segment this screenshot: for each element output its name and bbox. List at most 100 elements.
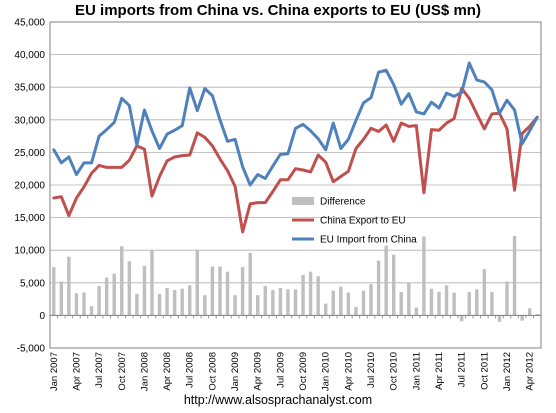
difference-bar bbox=[422, 236, 426, 316]
difference-bar bbox=[233, 295, 237, 316]
difference-bar bbox=[256, 295, 260, 316]
difference-bar bbox=[384, 245, 388, 316]
difference-bar bbox=[399, 291, 403, 316]
x-tick-label: Apr 2011 bbox=[434, 352, 445, 390]
difference-bar bbox=[195, 250, 199, 316]
legend: Difference China Export to EU EU Import fr… bbox=[292, 197, 417, 246]
difference-bar bbox=[482, 269, 487, 316]
difference-bar bbox=[188, 285, 192, 316]
y-tick-label: 40,000 bbox=[14, 50, 45, 61]
x-tick-label: Jul 2007 bbox=[94, 352, 105, 388]
y-tick-label: 10,000 bbox=[14, 246, 45, 257]
axes: -5,000 0 5,000 10,000 15,000 20,000 25,000 30,0… bbox=[14, 18, 542, 391]
difference-bar bbox=[490, 291, 494, 316]
x-tick-label: Oct 2010 bbox=[389, 352, 400, 391]
y-tick-label: -5,000 bbox=[17, 344, 46, 355]
difference-bar bbox=[444, 285, 449, 316]
difference-bar bbox=[286, 289, 290, 316]
difference-bars bbox=[52, 235, 539, 322]
difference-bar bbox=[346, 292, 351, 316]
difference-bar bbox=[203, 295, 207, 316]
legend-label: EU Import from China bbox=[320, 235, 417, 246]
difference-bar bbox=[142, 265, 147, 316]
difference-bar bbox=[392, 254, 396, 316]
difference-bar bbox=[414, 307, 419, 316]
legend-label: Difference bbox=[320, 197, 366, 208]
source-url: http://www.alsosprachanalyst.com bbox=[183, 393, 373, 407]
plot-area-border bbox=[49, 21, 542, 349]
difference-bar bbox=[157, 293, 162, 316]
x-tick-label: Apr 2009 bbox=[253, 352, 264, 391]
difference-bar bbox=[210, 266, 215, 316]
difference-bar bbox=[520, 315, 524, 321]
difference-bar bbox=[361, 290, 366, 316]
x-tick-label: Jan 2012 bbox=[502, 352, 513, 391]
difference-bar bbox=[437, 291, 441, 316]
x-tick-label: Jul 2009 bbox=[275, 352, 286, 388]
difference-bar bbox=[67, 256, 71, 316]
x-tick-label: Apr 2010 bbox=[343, 352, 354, 391]
difference-bar bbox=[52, 267, 56, 316]
difference-bar bbox=[104, 277, 109, 316]
y-tick-label: 30,000 bbox=[14, 115, 45, 126]
difference-bar bbox=[263, 286, 267, 316]
difference-bar bbox=[324, 303, 328, 316]
difference-bar bbox=[240, 267, 245, 316]
difference-bar bbox=[475, 289, 479, 316]
difference-bar bbox=[369, 284, 373, 316]
difference-bar bbox=[505, 281, 509, 316]
difference-bar bbox=[127, 261, 132, 316]
difference-bar bbox=[248, 252, 252, 316]
x-tick-label: Apr 2008 bbox=[162, 352, 173, 391]
difference-bar bbox=[150, 250, 154, 316]
difference-bar bbox=[82, 292, 86, 316]
difference-bar bbox=[407, 282, 411, 316]
difference-bar bbox=[535, 314, 539, 316]
difference-bar bbox=[301, 274, 305, 316]
difference-bar bbox=[497, 315, 502, 322]
difference-bar bbox=[120, 246, 124, 316]
difference-bar bbox=[135, 293, 139, 316]
difference-bar bbox=[331, 290, 335, 316]
y-tick-label: 5,000 bbox=[20, 278, 45, 289]
x-tick-label: Apr 2007 bbox=[71, 352, 82, 391]
x-tick-label: Jul 2011 bbox=[457, 352, 468, 387]
china-export-to-eu-line bbox=[52, 87, 539, 234]
difference-bar bbox=[172, 289, 177, 316]
x-tick-label: Jul 2010 bbox=[366, 352, 377, 388]
y-tick-label: 25,000 bbox=[14, 148, 45, 159]
difference-bar bbox=[459, 315, 464, 322]
y-tick-label: 35,000 bbox=[14, 83, 45, 94]
difference-bar bbox=[112, 273, 116, 316]
legend-swatch bbox=[292, 197, 314, 205]
difference-bar bbox=[180, 288, 184, 316]
difference-bar bbox=[467, 291, 471, 316]
y-tick-label: 15,000 bbox=[14, 213, 45, 224]
difference-bar bbox=[339, 286, 343, 316]
x-tick-label: Oct 2007 bbox=[117, 352, 128, 391]
chart-title: EU imports from China vs. China exports … bbox=[75, 2, 481, 19]
x-tick-label: Jan 2008 bbox=[139, 352, 150, 391]
difference-bar bbox=[512, 235, 517, 316]
eu-import-from-china-line bbox=[52, 61, 539, 187]
series-lines bbox=[52, 61, 539, 234]
difference-bar bbox=[89, 306, 94, 316]
x-tick-label: Jan 2010 bbox=[321, 352, 332, 391]
x-tick-label: Oct 2011 bbox=[479, 352, 490, 390]
y-tick-label: 45,000 bbox=[14, 18, 45, 29]
difference-bar bbox=[308, 271, 313, 316]
x-tick-label: Jan 2007 bbox=[49, 352, 60, 391]
difference-bar bbox=[354, 306, 358, 316]
difference-bar bbox=[74, 293, 79, 316]
difference-bar bbox=[429, 288, 434, 316]
y-tick-label: 0 bbox=[39, 311, 45, 322]
difference-bar bbox=[271, 289, 275, 316]
difference-bar bbox=[278, 288, 283, 316]
x-tick-label: Jan 2011 bbox=[411, 352, 422, 390]
difference-bar bbox=[316, 276, 320, 316]
difference-bar bbox=[452, 292, 456, 316]
difference-bar bbox=[97, 286, 101, 316]
difference-bar bbox=[59, 281, 64, 316]
x-tick-label: Apr 2012 bbox=[525, 352, 536, 391]
